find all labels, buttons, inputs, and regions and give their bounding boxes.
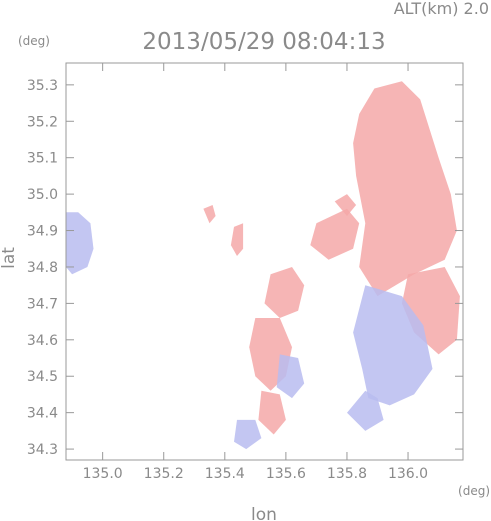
y-tick-label: 34.5 <box>27 369 58 385</box>
x-tick-label: 136.0 <box>388 466 428 482</box>
altitude-label: ALT(km) 2.0 <box>394 0 489 18</box>
y-tick-label: 34.8 <box>27 260 58 276</box>
y-tick-label: 34.9 <box>27 224 58 240</box>
x-axis-label: lon <box>251 505 277 521</box>
y-axis-unit: (deg) <box>18 34 50 48</box>
y-tick-label: 35.2 <box>27 114 58 130</box>
x-tick-label: 135.8 <box>327 466 367 482</box>
tick-layer: 135.0 135.2 135.4 135.6 135.8 136.0 34.3 34.4 34… <box>27 63 463 482</box>
y-tick-label: 34.4 <box>27 406 58 422</box>
y-tick-label: 35.1 <box>27 151 58 167</box>
echo-north-red-band <box>310 208 360 260</box>
y-tick-label: 34.3 <box>27 442 58 458</box>
echo-south-blue-cluster <box>276 354 305 399</box>
x-tick-label: 135.0 <box>83 466 123 482</box>
echo-layer <box>66 81 460 450</box>
y-tick-label: 34.6 <box>27 333 58 349</box>
y-tick-label: 35.3 <box>27 78 58 94</box>
timestamp-title: 2013/05/29 08:04:13 <box>142 29 385 55</box>
echo-mid-red-fleck <box>203 205 216 224</box>
echo-tail-red-cluster <box>258 390 286 435</box>
echo-west-blue-patch <box>66 212 94 275</box>
plot-frame <box>65 62 464 461</box>
echo-east-blue-mass <box>353 285 433 406</box>
echo-mid-red-column <box>230 223 244 256</box>
echo-north-red-top <box>334 194 357 216</box>
y-tick-label: 34.7 <box>27 296 58 312</box>
x-tick-label: 135.4 <box>205 466 245 482</box>
echo-center-red-cluster <box>264 267 305 318</box>
echo-tail-blue-cluster <box>234 419 262 450</box>
echo-east-red-mass <box>353 81 457 297</box>
x-tick-label: 135.6 <box>266 466 306 482</box>
x-tick-label: 135.2 <box>144 466 184 482</box>
y-tick-label: 35.0 <box>27 187 58 203</box>
x-axis-unit: (deg) <box>458 484 490 498</box>
y-axis-label: lat <box>0 247 19 269</box>
echo-east-blue-tail <box>347 390 384 431</box>
